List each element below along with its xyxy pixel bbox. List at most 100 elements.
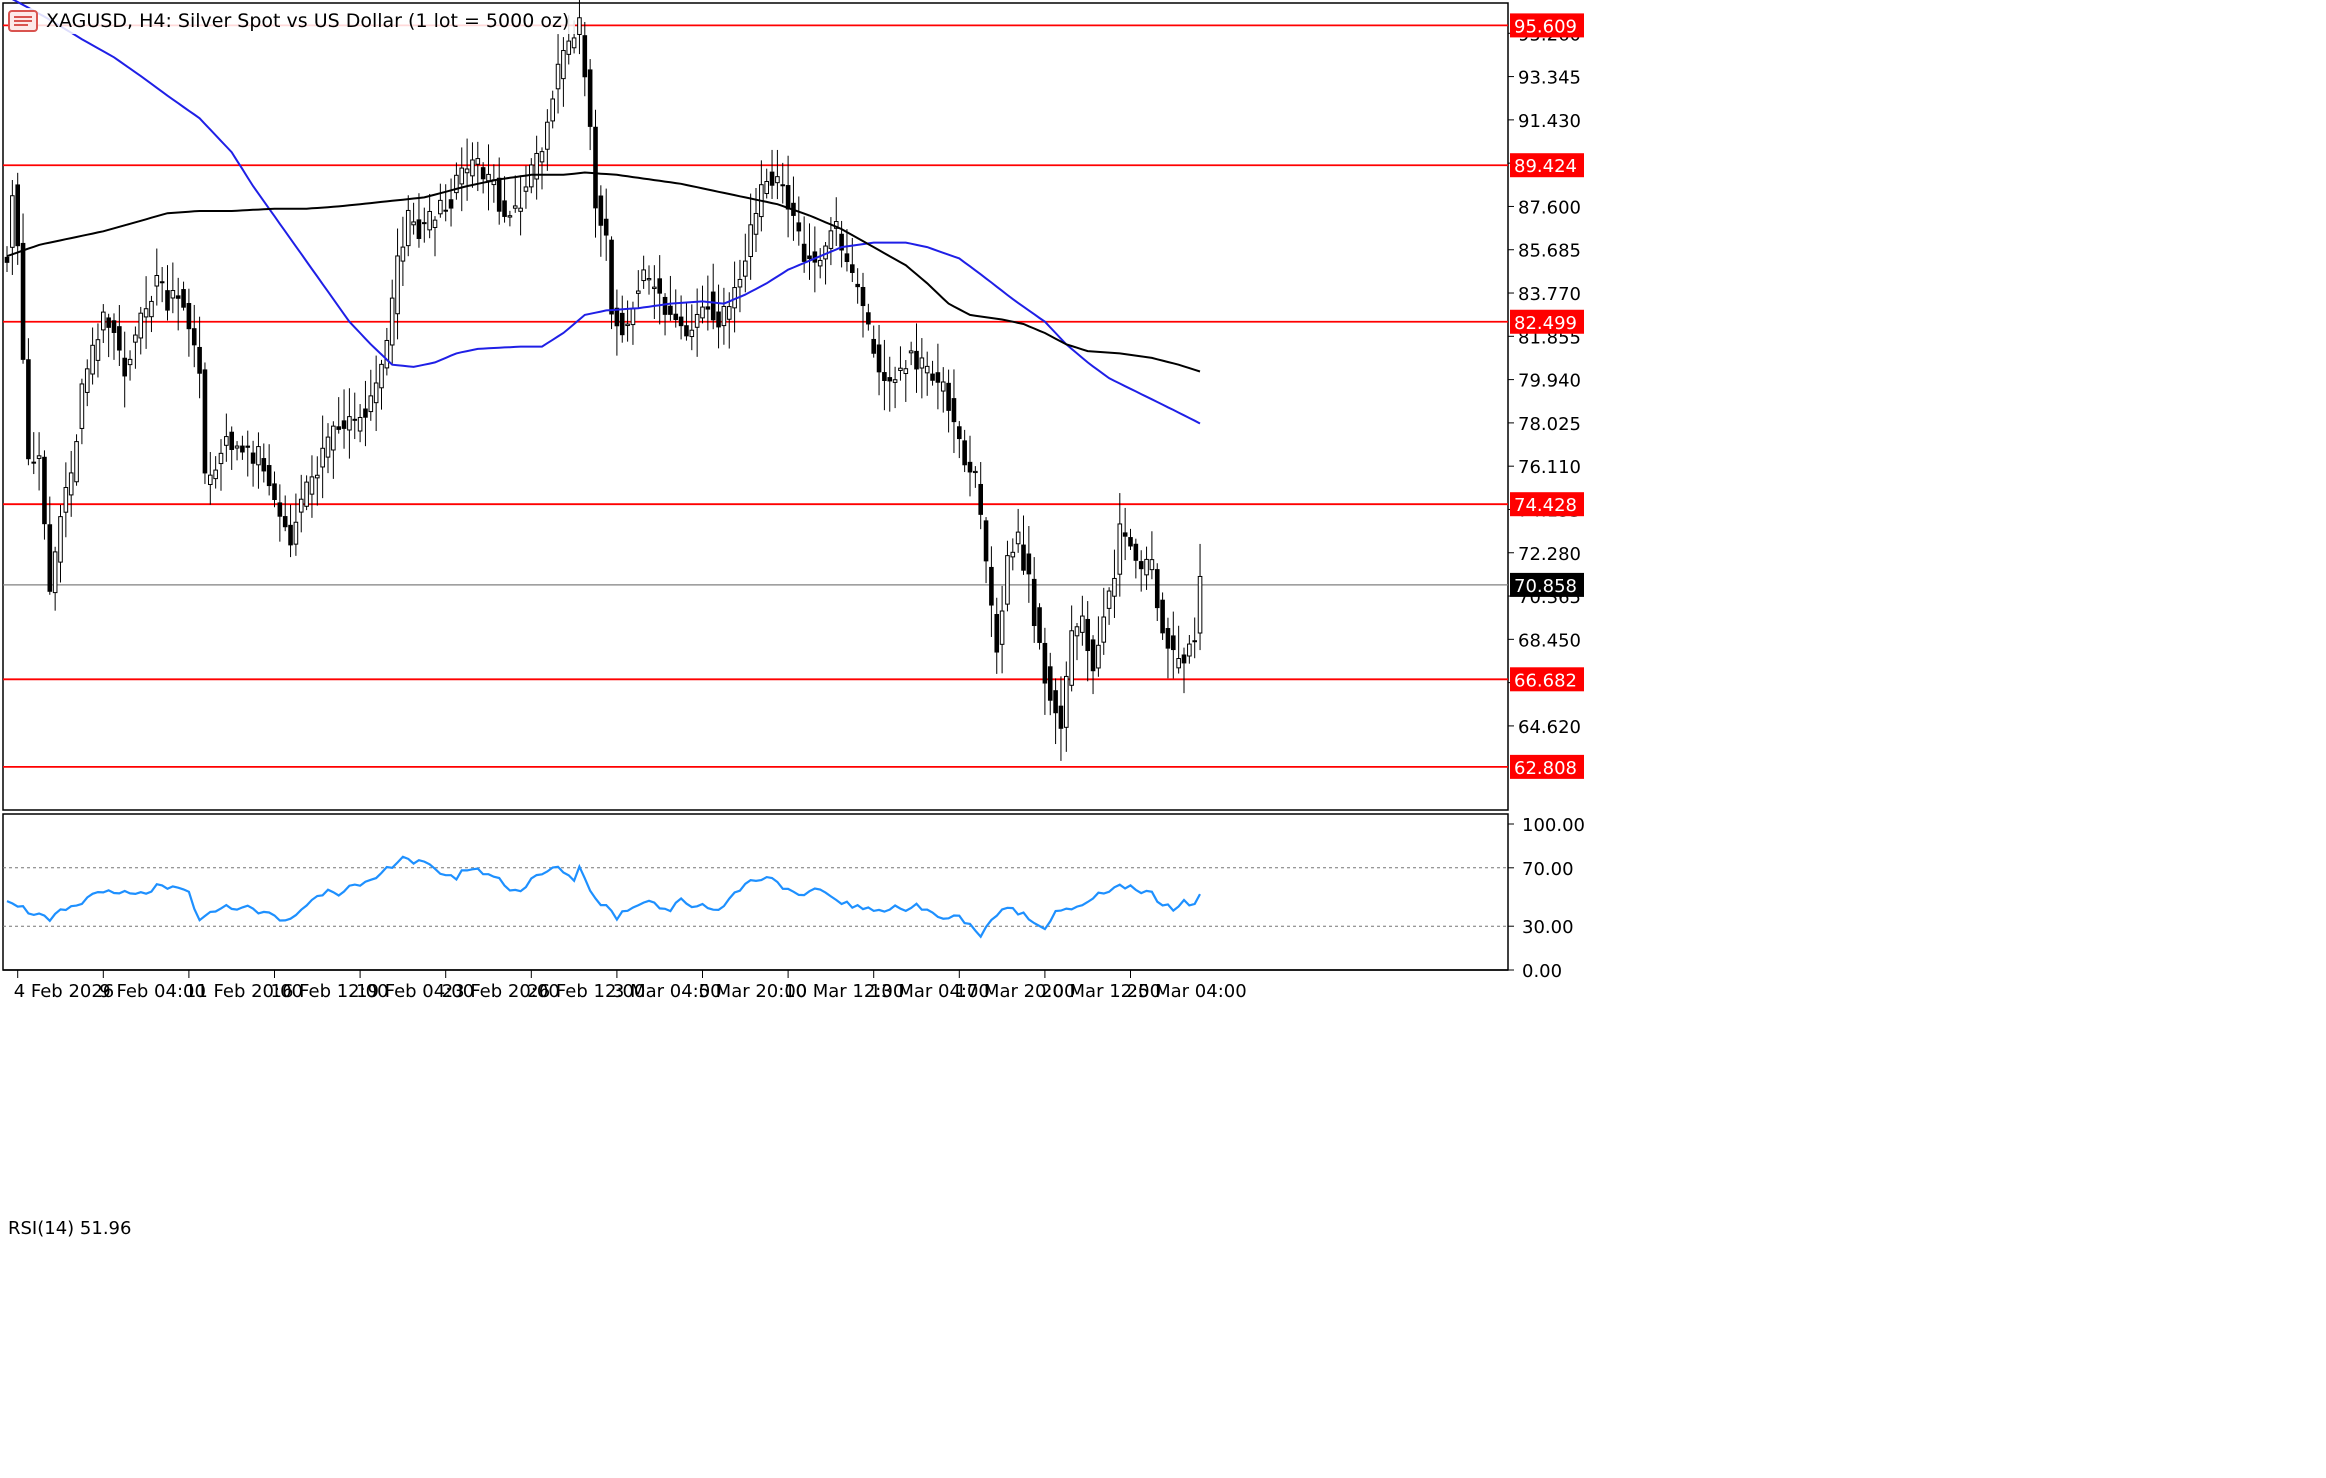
candle [689, 304, 695, 351]
candle [625, 300, 630, 342]
candle [181, 281, 186, 311]
candle-body-up [68, 472, 74, 496]
candle-body-down [994, 614, 1000, 653]
candle [229, 426, 234, 470]
candle-body-down [42, 456, 47, 525]
x-tick-label: 19 Feb 04:00 [356, 981, 474, 1002]
candle-body-down [866, 312, 871, 325]
candle [331, 421, 336, 479]
candle [395, 228, 400, 340]
x-tick-label: 13 Mar 04:00 [870, 981, 990, 1002]
candle-body-down [962, 440, 967, 466]
candle-body-up [721, 305, 727, 327]
rsi-y-tick-label: 0.00 [1522, 961, 1562, 982]
x-tick-label: 20 Mar 12:00 [1041, 981, 1161, 1002]
candle [555, 34, 561, 114]
candle [636, 270, 641, 308]
candle-body-down [887, 377, 893, 382]
price-y-tick-label: 64.620 [1518, 717, 1581, 738]
candle [769, 149, 775, 199]
candle [908, 341, 914, 366]
candle-body-up [31, 461, 37, 464]
candle-body-up [646, 278, 652, 281]
candle-body-down [20, 242, 26, 360]
candle [539, 147, 545, 190]
candle-body-down [277, 502, 283, 517]
candle-body-down [657, 278, 663, 294]
price-y-tick-label: 76.110 [1518, 457, 1581, 478]
candle-body-up [74, 441, 79, 483]
candle [422, 207, 427, 243]
candle-body-up [1069, 630, 1074, 686]
candle [4, 246, 10, 272]
candle-body-up [1101, 616, 1107, 643]
candle [871, 325, 877, 358]
candle-body-down [951, 398, 957, 423]
candle [989, 546, 994, 637]
candle-body-up [84, 368, 90, 393]
candle [1144, 546, 1149, 590]
candle-body-up [256, 446, 261, 466]
candle-body-up [304, 481, 309, 507]
candle [448, 178, 454, 227]
x-tick-label: 3 Mar 04:00 [613, 981, 722, 1002]
candle [1138, 550, 1144, 592]
candle [983, 517, 989, 584]
candle-body-up [630, 308, 636, 326]
candle-body-down [422, 222, 427, 225]
candle-body-up [817, 259, 823, 267]
x-tick-label: 10 Mar 12:00 [784, 981, 904, 1002]
price-y-tick-label: 85.685 [1518, 241, 1581, 262]
candle-body-down [839, 233, 844, 251]
candle-body-down [769, 171, 775, 186]
candles [4, 0, 1203, 761]
candle [111, 313, 117, 360]
candle-body-up [454, 174, 459, 194]
candle-body-up [95, 339, 101, 361]
candle-body-up [625, 323, 630, 327]
candle [502, 176, 507, 223]
candle-body-up [743, 260, 748, 277]
candle [1015, 508, 1021, 553]
candle [973, 466, 978, 488]
candle-body-down [989, 566, 994, 606]
candle [480, 162, 486, 194]
candle-body-up [298, 498, 304, 513]
price-y-tick-label: 79.940 [1518, 371, 1581, 392]
candle [1074, 622, 1080, 661]
candle-body-up [924, 365, 930, 374]
candle [224, 413, 229, 462]
candle [534, 135, 539, 200]
candle [673, 289, 679, 328]
candle-body-down [1128, 537, 1133, 547]
candle [197, 316, 202, 399]
candle-body-down [1047, 666, 1053, 701]
candle-body-down [448, 199, 454, 209]
candle [143, 276, 149, 349]
candle-body-up [234, 445, 240, 449]
candle [1085, 601, 1091, 682]
candle-body-up [1176, 658, 1181, 669]
candle [700, 285, 705, 324]
candle-body-up [475, 158, 481, 165]
candle-body-down [191, 328, 197, 346]
x-tick-label: 26 Feb 12:00 [527, 981, 645, 1002]
candle [817, 248, 823, 279]
candle-body-down [416, 219, 422, 239]
candle [165, 265, 170, 321]
candle [1069, 605, 1074, 692]
candle-body-down [882, 372, 887, 381]
candle [1122, 507, 1128, 561]
candle [807, 223, 812, 280]
candle-body-down [282, 516, 288, 528]
candle-body-up [1064, 675, 1069, 728]
candle [619, 295, 625, 343]
candle [341, 389, 347, 449]
candle-body-down [1042, 642, 1048, 684]
candle-body-up [373, 382, 379, 404]
candle [277, 484, 283, 542]
candle-body-down [914, 350, 919, 370]
candle [764, 168, 770, 199]
